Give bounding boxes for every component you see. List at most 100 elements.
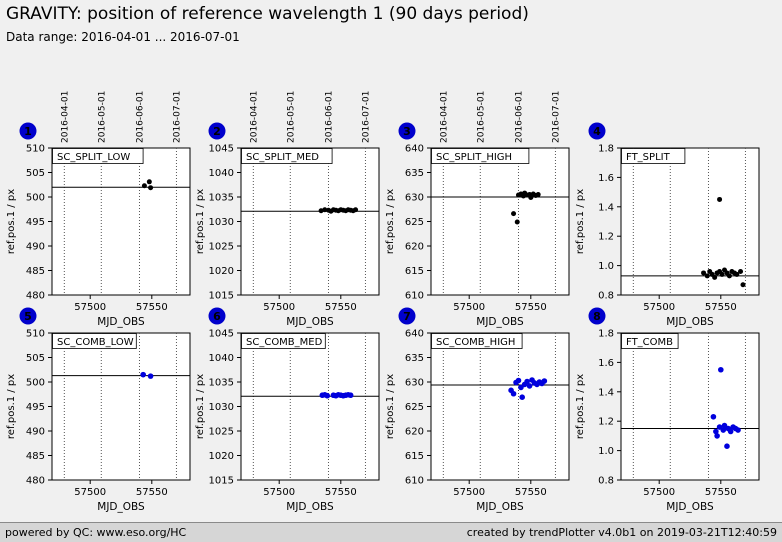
y-tick-label: 500 [26,193,45,204]
chart-SC_SPLIT_MED: 2016-04-01 2016-05-01 2016-06-01 2016-07-01… [195,91,380,328]
y-tick-label: 1015 [209,476,234,487]
footer-right: created by trendPlotter v4.0b1 on 2019-0… [466,526,777,539]
chart-label-box [431,148,530,164]
data-point [717,196,723,202]
y-tick-label: 1020 [209,451,234,462]
plot-frame [240,147,380,296]
y-tick-label: 615 [405,451,424,462]
data-point [511,211,517,217]
chart-number-badge-label: 2 [213,125,221,138]
data-point [720,427,727,433]
data-point [324,392,331,399]
data-point [353,207,359,213]
chart-label: SC_SPLIT_HIGH [436,152,512,163]
data-point [524,378,530,385]
data-point [526,383,533,389]
date-label: 2016-07-01 [172,91,182,143]
y-tick-label: 610 [405,291,424,302]
data-point [347,392,354,399]
footer-left: powered by QC: www.eso.org/HC [5,526,187,539]
date-label: 2016-07-01 [361,91,371,143]
y-tick-label: 1.2 [598,232,614,243]
chart-label-box [431,333,523,349]
y-axis-label: ref.pos.1 / px [6,374,17,439]
chart-SC_SPLIT_HIGH: 2016-04-01 2016-05-01 2016-06-01 2016-07-01… [385,91,570,328]
x-tick-label: 57550 [136,302,168,313]
data-point [718,366,724,373]
x-tick-label: 57550 [325,487,357,498]
y-tick-label: 1.0 [598,261,614,272]
chart-number-badge-label: 7 [403,310,411,323]
y-tick-label: 495 [26,402,45,413]
chart-number-badge [588,122,606,140]
x-tick-label: 57500 [453,487,485,498]
y-tick-label: 490 [26,427,45,438]
date-label: 2016-05-01 [97,91,107,143]
y-axis-label: ref.pos.1 / px [385,189,396,254]
chart-label: SC_COMB_LOW [57,337,134,348]
chart-label: FT_SPLIT [626,152,671,163]
y-tick-label: 1035 [209,193,234,204]
x-axis-label: MJD_OBS [476,316,524,328]
x-tick-label: 57550 [136,487,168,498]
x-tick-label: 57500 [74,302,106,313]
x-tick-label: 57500 [643,487,675,498]
data-point [147,373,154,379]
data-point [740,282,746,288]
y-tick-label: 1020 [209,266,234,277]
y-tick-label: 635 [405,353,424,364]
data-point [726,273,732,279]
date-label: 2016-05-01 [286,91,296,143]
data-point [141,183,147,189]
chart-number-badge [588,307,606,325]
y-tick-label: 1025 [209,427,234,438]
x-tick-label: 57550 [705,487,737,498]
y-tick-label: 615 [405,266,424,277]
y-tick-label: 480 [26,291,45,302]
chart-number-badge-label: 1 [24,125,32,138]
y-tick-label: 1.4 [598,387,614,398]
chart-label: SC_SPLIT_LOW [57,152,130,163]
date-label: 2016-06-01 [514,91,524,143]
y-tick-label: 630 [405,193,424,204]
y-tick-label: 490 [26,242,45,253]
page-title: GRAVITY: position of reference wavelengt… [6,4,529,24]
data-point [535,192,541,198]
y-tick-label: 1.2 [598,417,614,428]
data-point [514,219,520,225]
y-tick-label: 1.6 [598,173,614,184]
data-point [140,371,146,378]
y-tick-label: 1040 [209,168,234,179]
data-point [713,428,719,435]
chart-SC_SPLIT_LOW: 2016-04-01 2016-05-01 2016-06-01 2016-07-01… [6,91,191,328]
chart-label-box [241,148,333,164]
y-tick-label: 640 [405,144,424,155]
x-axis-label: MJD_OBS [666,316,714,328]
data-point [719,271,725,277]
y-tick-label: 485 [26,451,45,462]
chart-FT_COMB: 57500 57550 0.8 1.0 1.2 1.4 1.6 1.8 MJD_OBS ref.p… [575,307,760,513]
y-tick-label: 500 [26,378,45,389]
y-tick-label: 630 [405,378,424,389]
y-tick-label: 510 [26,329,45,340]
chart-label: SC_SPLIT_MED [246,152,319,163]
date-label: 2016-04-01 [249,91,259,143]
y-tick-label: 610 [405,476,424,487]
date-label: 2016-07-01 [551,91,561,143]
y-axis-label: ref.pos.1 / px [195,374,206,439]
y-tick-label: 480 [26,476,45,487]
y-tick-label: 1.0 [598,446,614,457]
plot-frame [51,147,191,296]
date-label: 2016-04-01 [60,91,70,143]
chart-label: SC_COMB_HIGH [436,337,515,348]
data-point [714,433,720,439]
data-point [515,377,522,384]
x-tick-label: 57500 [74,487,106,498]
y-tick-label: 1.4 [598,202,614,213]
y-tick-label: 640 [405,329,424,340]
x-axis-label: MJD_OBS [476,501,524,513]
data-point [148,185,154,191]
data-point [710,413,717,420]
data-point [510,390,517,397]
